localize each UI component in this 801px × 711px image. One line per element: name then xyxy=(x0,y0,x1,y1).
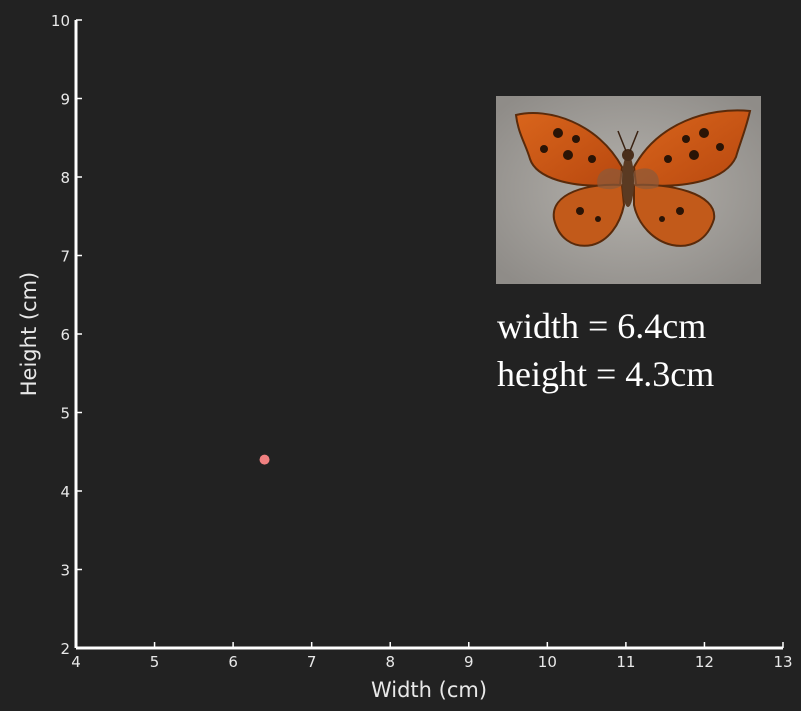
y-tick-label: 4 xyxy=(60,483,70,501)
y-axis-title: Height (cm) xyxy=(17,272,41,396)
y-tick-label: 6 xyxy=(60,326,70,344)
y-tick-label: 3 xyxy=(60,562,70,580)
measurement-annotation: width = 6.4cm height = 4.3cm xyxy=(497,302,714,398)
butterfly-photo xyxy=(496,96,761,284)
width-annotation: width = 6.4cm xyxy=(497,306,707,346)
x-tick-label: 12 xyxy=(695,653,714,671)
x-tick-label: 9 xyxy=(464,653,474,671)
scatter-point xyxy=(259,454,270,465)
x-tick-label: 6 xyxy=(228,653,238,671)
y-tick-label: 2 xyxy=(60,640,70,658)
y-tick-label: 8 xyxy=(60,169,70,187)
x-tick-label: 8 xyxy=(385,653,395,671)
y-ticks: 2 3 4 5 6 7 8 9 10 xyxy=(51,12,82,658)
y-tick-label: 9 xyxy=(60,91,70,109)
x-tick-label: 7 xyxy=(307,653,317,671)
x-tick-label: 13 xyxy=(773,653,792,671)
data-points xyxy=(259,454,270,465)
y-tick-label: 10 xyxy=(51,12,70,30)
y-tick-label: 7 xyxy=(60,248,70,266)
x-tick-label: 4 xyxy=(71,653,81,671)
x-ticks: 4 5 6 7 8 9 10 11 12 13 xyxy=(71,642,793,671)
x-tick-label: 5 xyxy=(150,653,160,671)
x-axis-title: Width (cm) xyxy=(371,678,487,702)
height-annotation: height = 4.3cm xyxy=(497,354,715,394)
x-tick-label: 10 xyxy=(538,653,557,671)
x-tick-label: 11 xyxy=(616,653,635,671)
y-tick-label: 5 xyxy=(60,405,70,423)
